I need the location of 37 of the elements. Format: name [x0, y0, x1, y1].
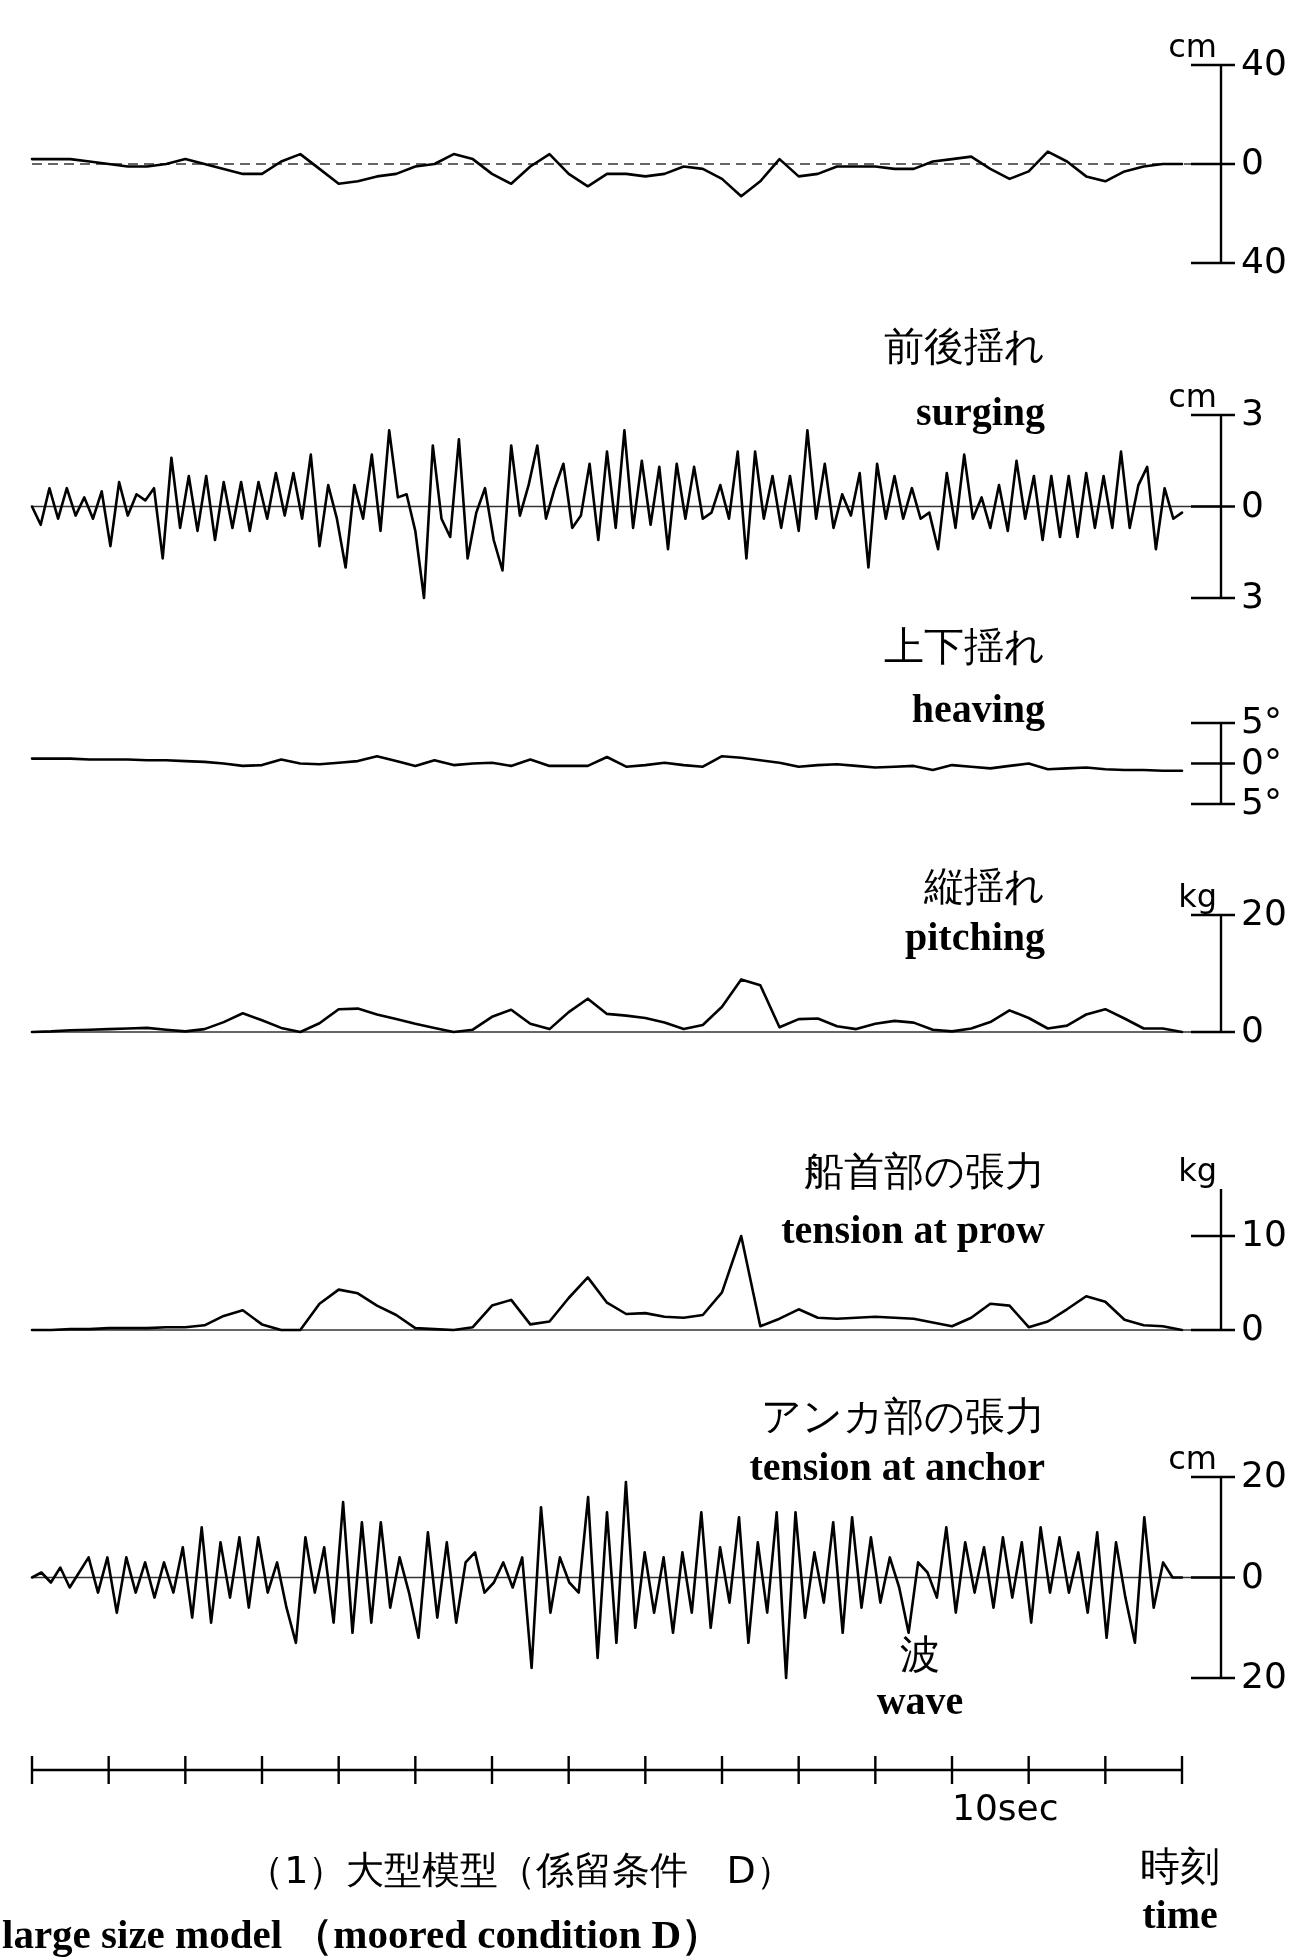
text: tension at prow [781, 1207, 1046, 1252]
y-tick-label: 40 [1241, 42, 1287, 83]
x-axis-title: 時刻 time [1140, 1843, 1220, 1937]
text: アンカ部の張力 [761, 1393, 1045, 1439]
y-tick-label: 0° [1241, 740, 1282, 782]
text: 上下揺れ [884, 623, 1045, 669]
y-tick-label: 20 [1241, 892, 1287, 933]
y-axis-title: kg [1178, 1151, 1217, 1189]
y-tick-label: 3 [1241, 575, 1264, 616]
y-tick-label: 0 [1241, 141, 1264, 182]
y-tick-label: 40 [1241, 240, 1287, 281]
text: wave [876, 1678, 964, 1723]
y-tick-label: 0 [1241, 1009, 1264, 1050]
text: tension at anchor [749, 1444, 1045, 1489]
text: 波 [900, 1631, 940, 1677]
text: heaving [911, 686, 1045, 731]
y-axis-title: cm [1168, 1439, 1217, 1477]
text: 10sec [952, 1787, 1059, 1828]
y-tick-label: 20 [1241, 1655, 1287, 1696]
text: 前後揺れ [884, 323, 1045, 369]
y-tick-label: 20 [1241, 1454, 1287, 1495]
y-tick-label: 5° [1241, 781, 1282, 822]
y-axis-title: cm [1168, 27, 1217, 65]
y-tick-label: 0 [1241, 1554, 1264, 1596]
text: large size model （moored condition D） [2, 1911, 723, 1957]
text: 縦揺れ [923, 863, 1045, 909]
y-tick-label: 0 [1241, 483, 1264, 525]
y-tick-label: 0 [1241, 1307, 1264, 1348]
y-tick-label: 3 [1241, 392, 1264, 433]
y-axis-title: kg [1178, 877, 1217, 915]
text: 船首部の張力 [804, 1148, 1045, 1194]
text: surging [916, 389, 1045, 434]
y-tick-label: 10 [1241, 1213, 1287, 1254]
text: pitching [904, 914, 1045, 959]
y-axis-title: cm [1168, 377, 1217, 415]
y-tick-label: 5° [1241, 700, 1282, 741]
text: （1）大型模型（係留条件 D） [246, 1848, 794, 1892]
